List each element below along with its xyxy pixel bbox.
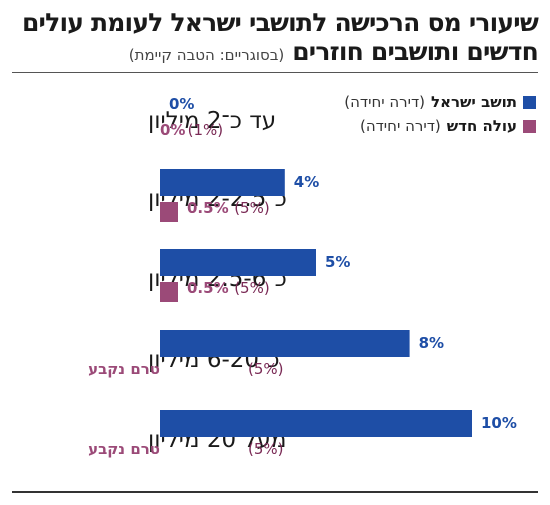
value-label-new-immigrant: טרם נקבע <box>88 360 160 378</box>
chart-title: שיעורי מס הרכישה לתושבי ישראל לעומת עולי… <box>12 8 539 70</box>
legend-note-resident: (דירה יחידה) <box>344 93 426 111</box>
existing-benefit-label: (5%) <box>234 199 270 217</box>
bottom-divider <box>12 491 538 493</box>
legend-swatch-resident <box>523 95 536 109</box>
legend-name-resident: תושב ישראל <box>431 93 517 111</box>
title-line: שיעורי מס הרכישה לתושבי ישראל לעומת עולי… <box>21 8 539 37</box>
existing-benefit-label: (5%) <box>248 360 284 378</box>
value-label-resident: 4% <box>294 173 319 191</box>
bar-new-immigrant <box>160 202 178 222</box>
existing-benefit-label: (1%) <box>188 121 224 139</box>
value-label-new-immigrant: טרם נקבע <box>88 440 160 458</box>
legend-item-resident: תושב ישראל (דירה יחידה) <box>344 90 536 114</box>
legend-name-new-immigrant: עולה חדש <box>446 117 517 135</box>
existing-benefit-label: (5%) <box>234 279 270 297</box>
value-label-resident: 0% <box>169 95 194 113</box>
legend-item-new-immigrant: עולה חדש (דירה יחידה) <box>344 114 536 138</box>
bar-resident <box>160 330 410 357</box>
bar-new-immigrant <box>160 282 178 302</box>
bar-resident <box>160 169 285 196</box>
value-label-resident: 10% <box>481 414 517 432</box>
category-label: עד כ־2 מיליון <box>148 108 276 134</box>
legend-swatch-new-immigrant <box>523 119 536 133</box>
value-label-new-immigrant: 0% <box>160 121 185 139</box>
bar-resident <box>160 249 316 276</box>
existing-benefit-label: (5%) <box>248 440 284 458</box>
value-label-new-immigrant: 0.5% <box>187 199 229 217</box>
legend: תושב ישראל (דירה יחידה) עולה חדש (דירה י… <box>344 90 536 138</box>
subtitle-bold: חדשים ותושבים חוזרים <box>292 37 539 66</box>
subtitle-line: חדשים ותושבים חוזרים (בסוגריים: הטבה קיי… <box>12 37 539 70</box>
top-divider <box>12 72 538 73</box>
value-label-new-immigrant: 0.5% <box>187 279 229 297</box>
value-label-resident: 5% <box>325 253 350 271</box>
bar-resident <box>160 410 472 437</box>
value-label-resident: 8% <box>419 334 444 352</box>
legend-note-new-immigrant: (דירה יחידה) <box>359 117 441 135</box>
subtitle-note: (בסוגריים: הטבה קיימת) <box>128 46 285 64</box>
